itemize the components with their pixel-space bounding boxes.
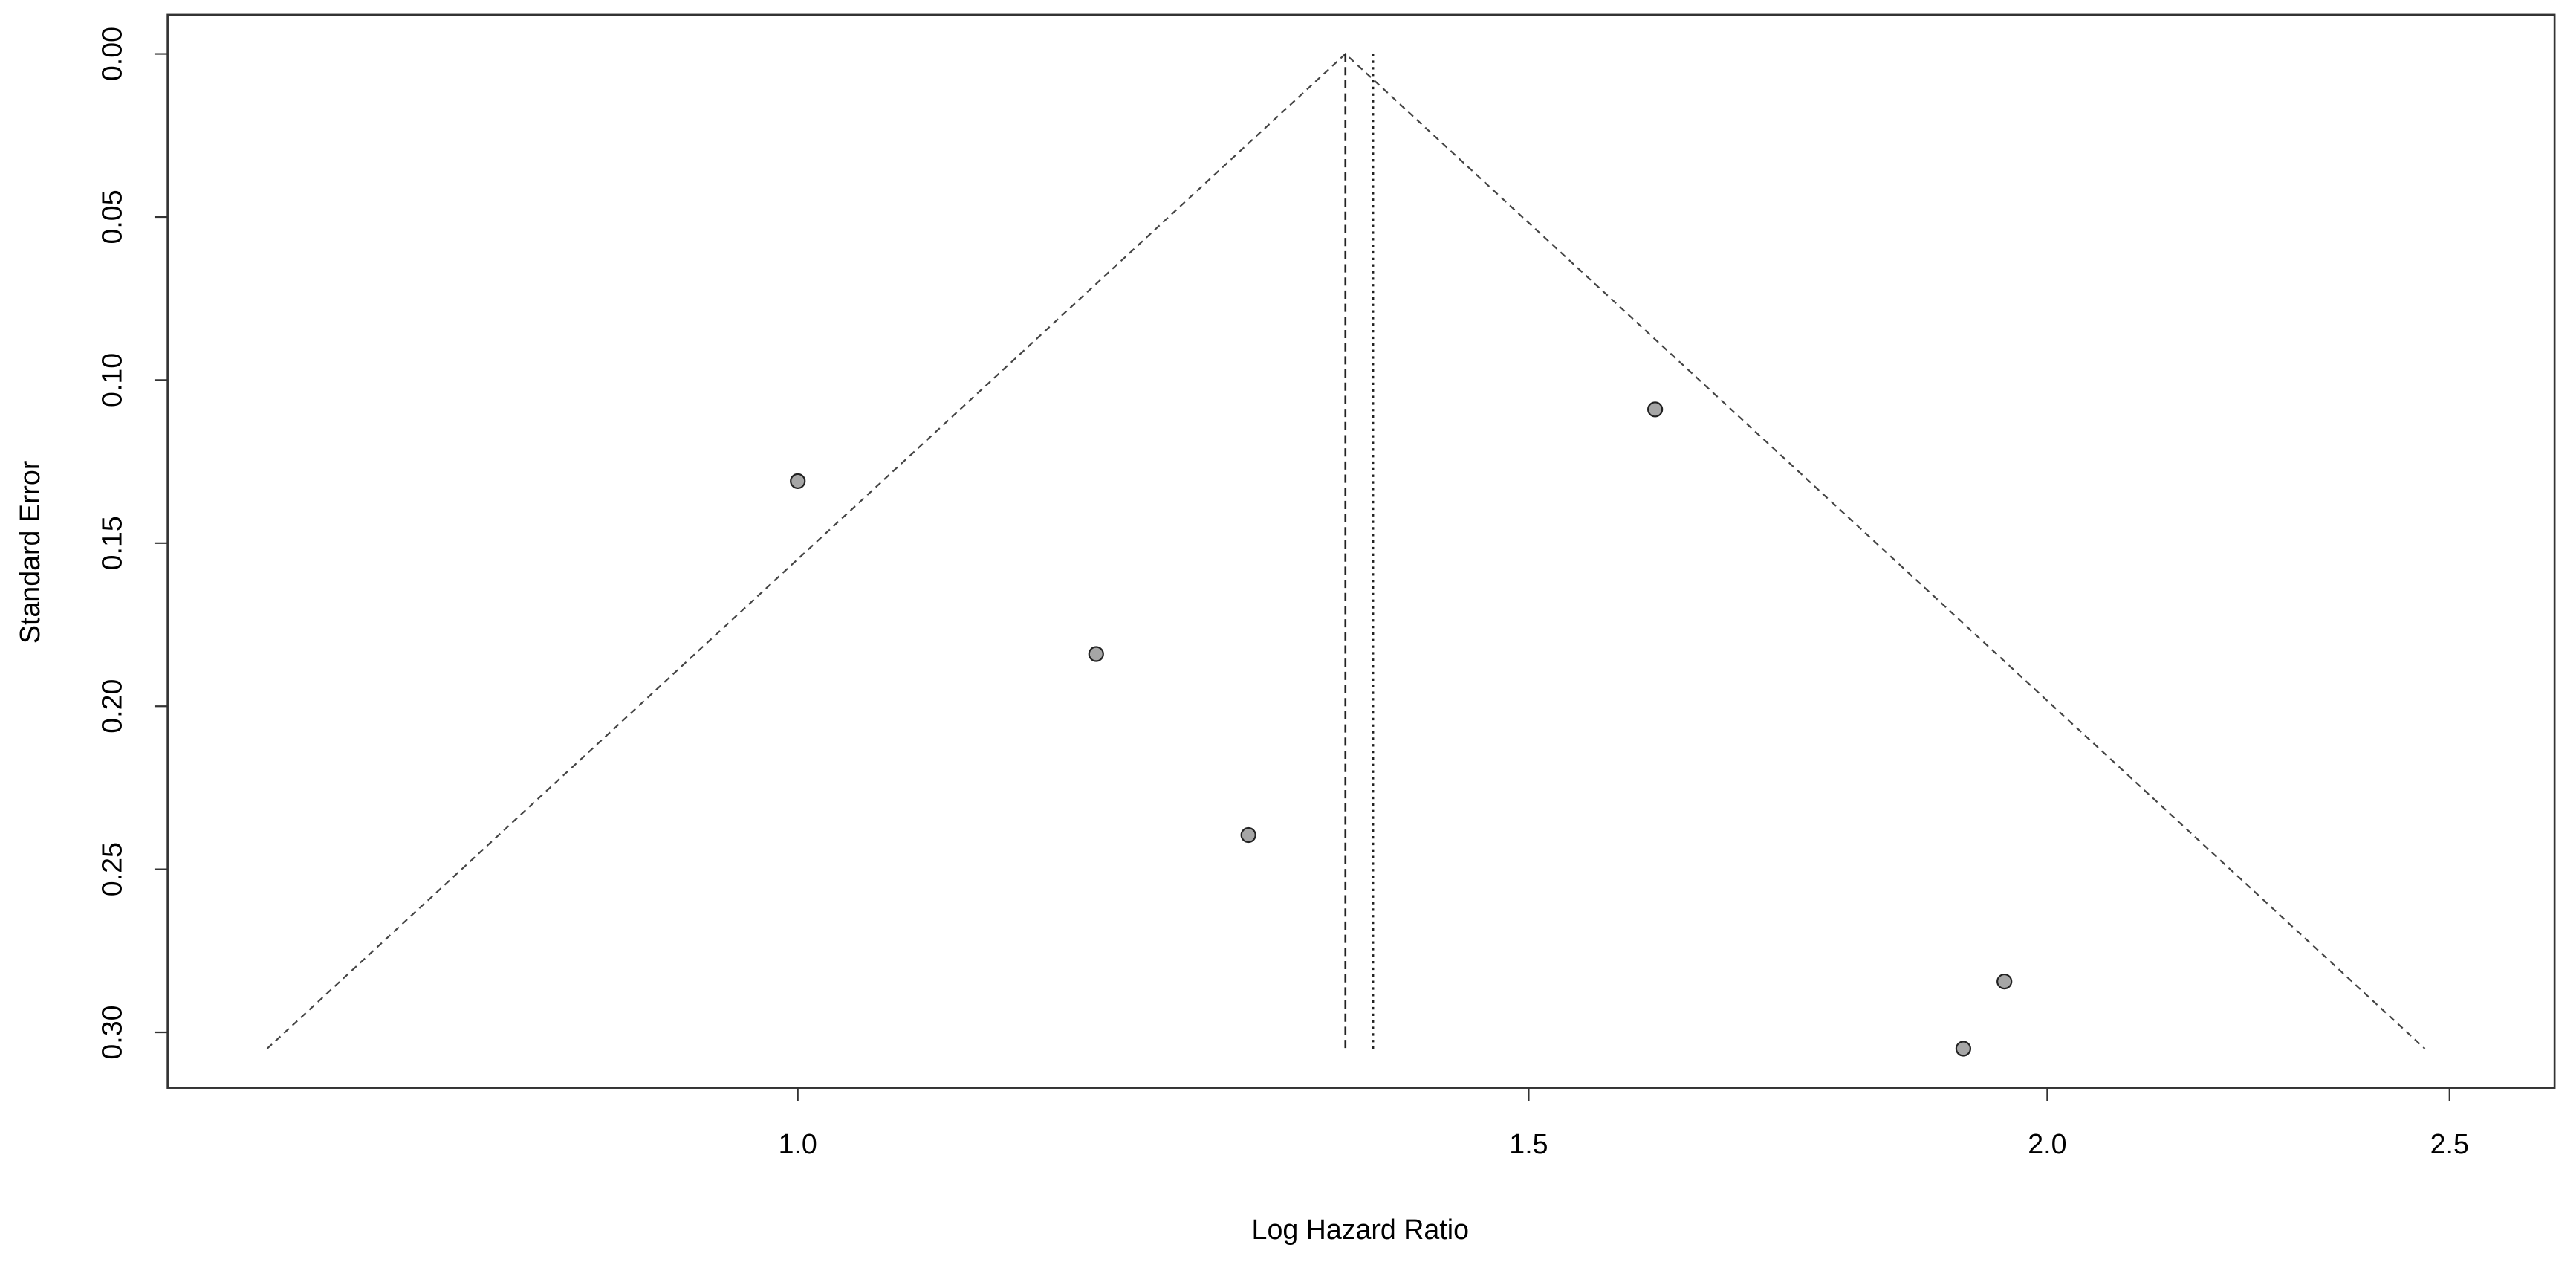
y-tick-label: 0.05 [97,190,128,244]
y-tick-label: 0.15 [97,516,128,570]
y-tick-label: 0.25 [97,842,128,896]
point [1647,401,1664,418]
point [1996,973,2013,990]
y-tick-label: 0.10 [97,353,128,407]
x-tick-label: 1.0 [779,1128,817,1159]
x-axis-label: Log Hazard Ratio [1252,1214,1469,1245]
y-tick-label: 0.30 [97,1005,128,1059]
point [1088,646,1104,662]
point [790,473,806,490]
plot-frame [166,13,2556,1089]
point [1955,1041,1972,1057]
y-tick-label: 0.20 [97,679,128,734]
y-axis-label: Standard Error [14,461,45,644]
y-tick-label: 0.00 [97,27,128,81]
x-tick-label: 2.5 [2430,1128,2469,1159]
funnel-line [266,53,2426,1049]
x-tick-label: 2.0 [2028,1128,2066,1159]
x-tick-label: 1.5 [1509,1128,1548,1159]
point [1240,826,1256,844]
